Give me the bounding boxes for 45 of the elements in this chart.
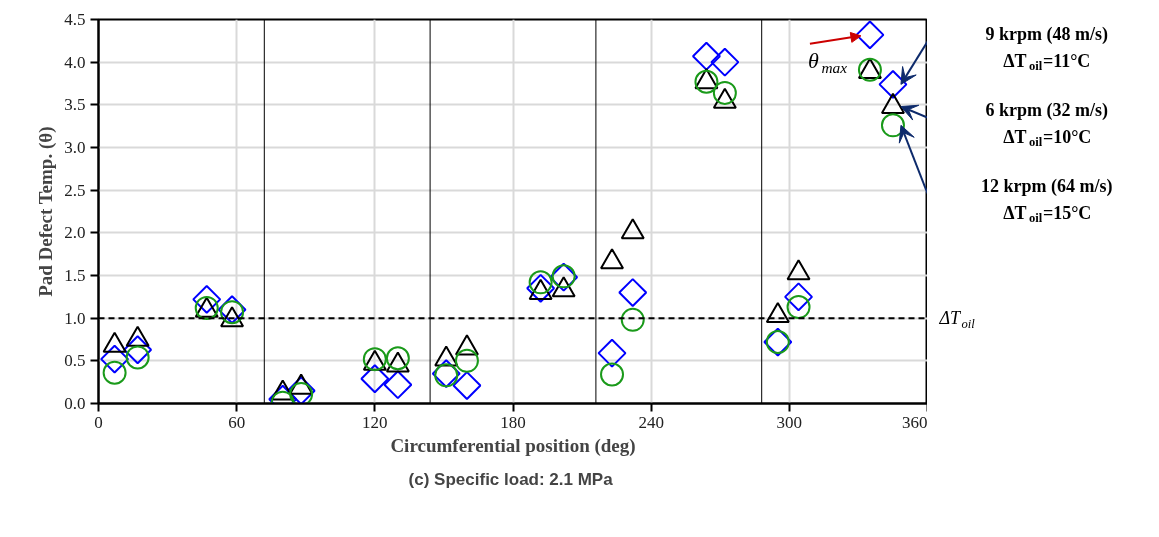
y-tick-label: 3.5 [64, 95, 86, 115]
point [710, 47, 740, 77]
point [597, 338, 627, 368]
x-tick-label: 60 [228, 412, 246, 432]
text: (c) Specific load: 2.1 MPa [408, 469, 614, 489]
y-tick-label: 0.5 [64, 351, 86, 371]
point [100, 344, 130, 374]
point [880, 113, 905, 138]
y-tick-label: 1.0 [64, 308, 86, 328]
point [360, 364, 390, 394]
point [289, 382, 314, 404]
y-tick-label: 2.5 [64, 180, 86, 200]
y-tick-label: 3.0 [64, 138, 86, 157]
point [784, 282, 813, 312]
point [286, 376, 316, 404]
x-tick-label: 360 [902, 412, 928, 432]
point [620, 307, 645, 332]
point [712, 80, 737, 105]
x-axis-title: Circumferential position (deg) [390, 434, 636, 457]
point [383, 370, 413, 400]
point [786, 295, 811, 320]
y-tick-label: 1.5 [64, 266, 86, 285]
y-tick-label: 4.0 [64, 52, 86, 72]
point [123, 335, 153, 365]
point [600, 362, 625, 387]
y-axis-title: Pad Defect Temp. (θ) [35, 126, 58, 297]
point [454, 348, 479, 373]
x-tick-label: 120 [362, 412, 388, 432]
y-tick-label: 0.0 [64, 394, 86, 413]
point [618, 278, 648, 307]
y-tick-label: 2.0 [64, 223, 86, 243]
point [855, 20, 885, 50]
x-tick-label: 180 [500, 412, 526, 432]
x-tick-label: 240 [638, 412, 664, 432]
point [528, 270, 553, 295]
point [385, 346, 410, 371]
y-tick-label: 4.5 [64, 10, 86, 29]
x-tick-label: 300 [776, 412, 803, 432]
point [192, 284, 222, 314]
point [125, 345, 150, 370]
point [878, 69, 908, 99]
point [692, 41, 721, 71]
point [102, 360, 127, 385]
point [452, 371, 482, 401]
x-tick-label: 0 [94, 412, 103, 432]
